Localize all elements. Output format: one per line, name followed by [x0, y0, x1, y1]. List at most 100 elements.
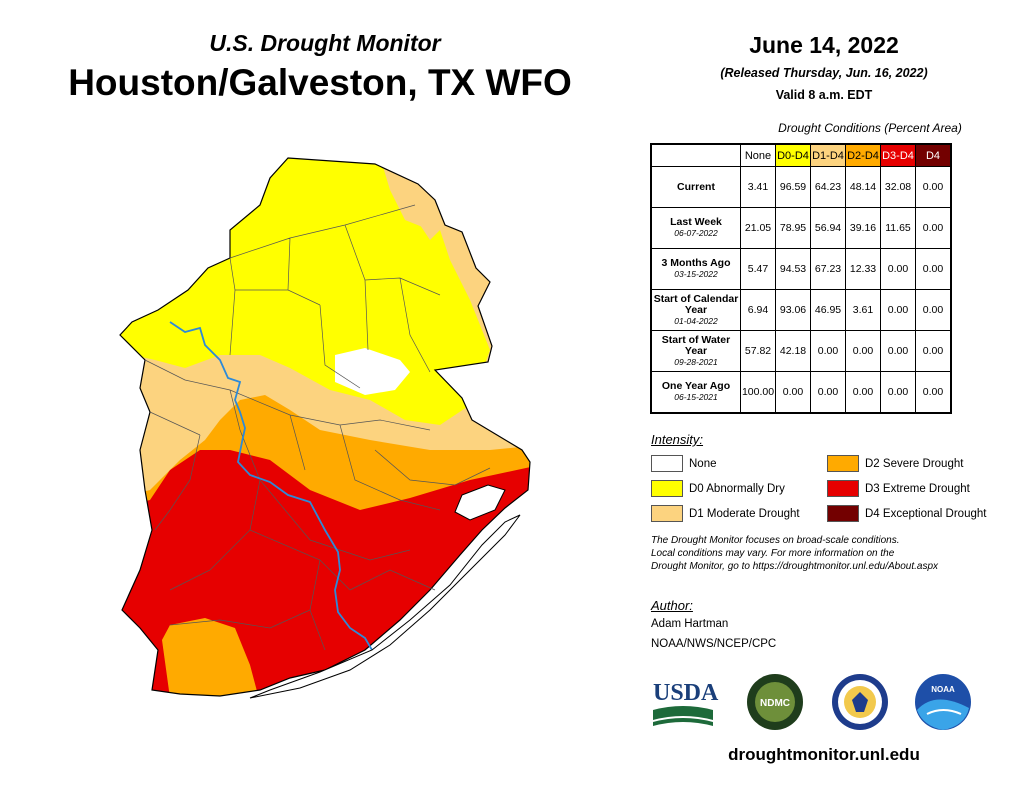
- noaa-logo-text: NOAA: [931, 685, 955, 694]
- table-cell: 64.23: [810, 166, 846, 208]
- map-subtitle: U.S. Drought Monitor: [209, 30, 441, 56]
- table-caption: Drought Conditions (Percent Area): [778, 121, 962, 135]
- table-cell: 5.47: [740, 248, 776, 290]
- col-d4: D4: [915, 143, 952, 167]
- region-outline: [119, 157, 531, 697]
- table-cell: 12.33: [845, 248, 881, 290]
- county-lines: [144, 204, 491, 651]
- row-label-text: Start of Water Year: [661, 333, 731, 357]
- partner-logos: USDA NDMC NOAA: [653, 674, 971, 730]
- table-cell: 39.16: [845, 207, 881, 249]
- table-cell: 0.00: [810, 371, 846, 414]
- col-d3-d4: D3-D4: [880, 143, 916, 167]
- header-corner: [651, 144, 741, 167]
- table-row: One Year Ago 06-15-2021 100.00 0.00 0.00 0.00…: [650, 371, 952, 414]
- website-url[interactable]: droughtmonitor.unl.edu: [728, 745, 920, 764]
- table-cell: 0.00: [845, 330, 881, 372]
- legend-label: None: [689, 457, 717, 470]
- table-cell: 78.95: [775, 207, 811, 249]
- row-date: 06-15-2021: [674, 392, 718, 402]
- table-cell: 94.53: [775, 248, 811, 290]
- table-cell: 3.61: [845, 289, 881, 331]
- table-cell: 48.14: [845, 166, 881, 208]
- table-cell: 11.65: [880, 207, 916, 249]
- col-d1-d4: D1-D4: [810, 143, 846, 167]
- drought-conditions-table: None D0-D4 D1-D4 D2-D4 D3-D4 D4 Current 3…: [650, 143, 952, 414]
- legend-d1: D1 Moderate Drought: [651, 505, 800, 522]
- usda-logo-text: USDA: [653, 680, 719, 706]
- row-label-text: 3 Months Ago: [661, 257, 731, 269]
- author-name: Adam Hartman: [651, 618, 729, 630]
- table-cell: 0.00: [915, 248, 952, 290]
- disclaimer-note: The Drought Monitor focuses on broad-sca…: [651, 534, 1001, 573]
- table-row: Last Week 06-07-2022 21.05 78.95 56.94 39.16 1…: [650, 207, 952, 249]
- table-cell: 0.00: [880, 289, 916, 331]
- release-date: (Released Thursday, Jun. 16, 2022): [720, 66, 928, 80]
- river-line: [169, 321, 373, 651]
- row-label: One Year Ago 06-15-2021: [650, 371, 741, 414]
- row-label-text: Current: [677, 180, 715, 193]
- note-line: Local conditions may vary. For more info…: [651, 548, 895, 559]
- legend-none: None: [651, 455, 717, 472]
- table-cell: 0.00: [915, 330, 952, 372]
- row-label: Last Week 06-07-2022: [650, 207, 741, 249]
- legend-label: D4 Exceptional Drought: [865, 507, 987, 520]
- legend-d4: D4 Exceptional Drought: [827, 505, 986, 522]
- no-drought-zone: [335, 348, 410, 395]
- legend-d0: D0 Abnormally Dry: [651, 480, 785, 497]
- col-d2-d4: D2-D4: [845, 143, 881, 167]
- table-cell: 0.00: [915, 166, 952, 208]
- note-line: Drought Monitor, go to https://droughtmo…: [651, 561, 939, 572]
- swatch-d0: [651, 480, 683, 497]
- row-date: 01-04-2022: [674, 315, 718, 326]
- table-cell: 0.00: [880, 371, 916, 414]
- row-date: 03-15-2022: [674, 269, 718, 279]
- row-date: 06-07-2022: [674, 228, 718, 238]
- legend-d2: D2 Severe Drought: [827, 455, 963, 472]
- noaa-logo-icon: NOAA: [915, 674, 971, 730]
- table-cell: 67.23: [810, 248, 846, 290]
- table-cell: 0.00: [775, 371, 811, 414]
- d2-south-zone: [162, 618, 258, 696]
- legend-label: D3 Extreme Drought: [865, 482, 970, 495]
- row-label: Current: [650, 166, 741, 208]
- intensity-title: Intensity:: [651, 432, 704, 447]
- row-label: Start of Calendar Year 01-04-2022: [650, 289, 741, 331]
- table-cell: 32.08: [880, 166, 916, 208]
- table-cell: 21.05: [740, 207, 776, 249]
- table-cell: 57.82: [740, 330, 776, 372]
- table-cell: 56.94: [810, 207, 846, 249]
- col-none: None: [740, 143, 776, 167]
- col-d0-d4: D0-D4: [775, 143, 811, 167]
- table-cell: 0.00: [880, 330, 916, 372]
- table-cell: 0.00: [880, 248, 916, 290]
- table-cell: 96.59: [775, 166, 811, 208]
- usda-logo-icon: USDA: [653, 680, 719, 726]
- table-cell: 0.00: [915, 289, 952, 331]
- ndmc-logo-text: NDMC: [760, 698, 790, 709]
- table-header-row: None D0-D4 D1-D4 D2-D4 D3-D4 D4: [651, 143, 952, 167]
- swatch-d2: [827, 455, 859, 472]
- swatch-d1: [651, 505, 683, 522]
- table-row: Start of Water Year 09-28-2021 57.82 42.18 0…: [650, 330, 952, 372]
- legend-label: D1 Moderate Drought: [689, 507, 800, 520]
- table-cell: 0.00: [915, 207, 952, 249]
- row-date: 09-28-2021: [674, 356, 718, 367]
- row-label-text: One Year Ago: [661, 380, 731, 392]
- coastline-island: [249, 514, 521, 699]
- table-cell: 0.00: [810, 330, 846, 372]
- table-cell: 3.41: [740, 166, 776, 208]
- map-title: Houston/Galveston, TX WFO: [68, 62, 572, 103]
- table-row: Start of Calendar Year 01-04-2022 6.94 93.0…: [650, 289, 952, 331]
- table-cell: 100.00: [740, 371, 776, 414]
- table-cell: 6.94: [740, 289, 776, 331]
- legend-d3: D3 Extreme Drought: [827, 480, 970, 497]
- legend-label: D0 Abnormally Dry: [689, 482, 785, 495]
- row-label: Start of Water Year 09-28-2021: [650, 330, 741, 372]
- table-cell: 0.00: [915, 371, 952, 414]
- note-line: The Drought Monitor focuses on broad-sca…: [651, 535, 900, 546]
- table-cell: 42.18: [775, 330, 811, 372]
- author-title: Author:: [651, 598, 693, 613]
- doc-seal-icon: [832, 674, 888, 730]
- legend-label: D2 Severe Drought: [865, 457, 964, 470]
